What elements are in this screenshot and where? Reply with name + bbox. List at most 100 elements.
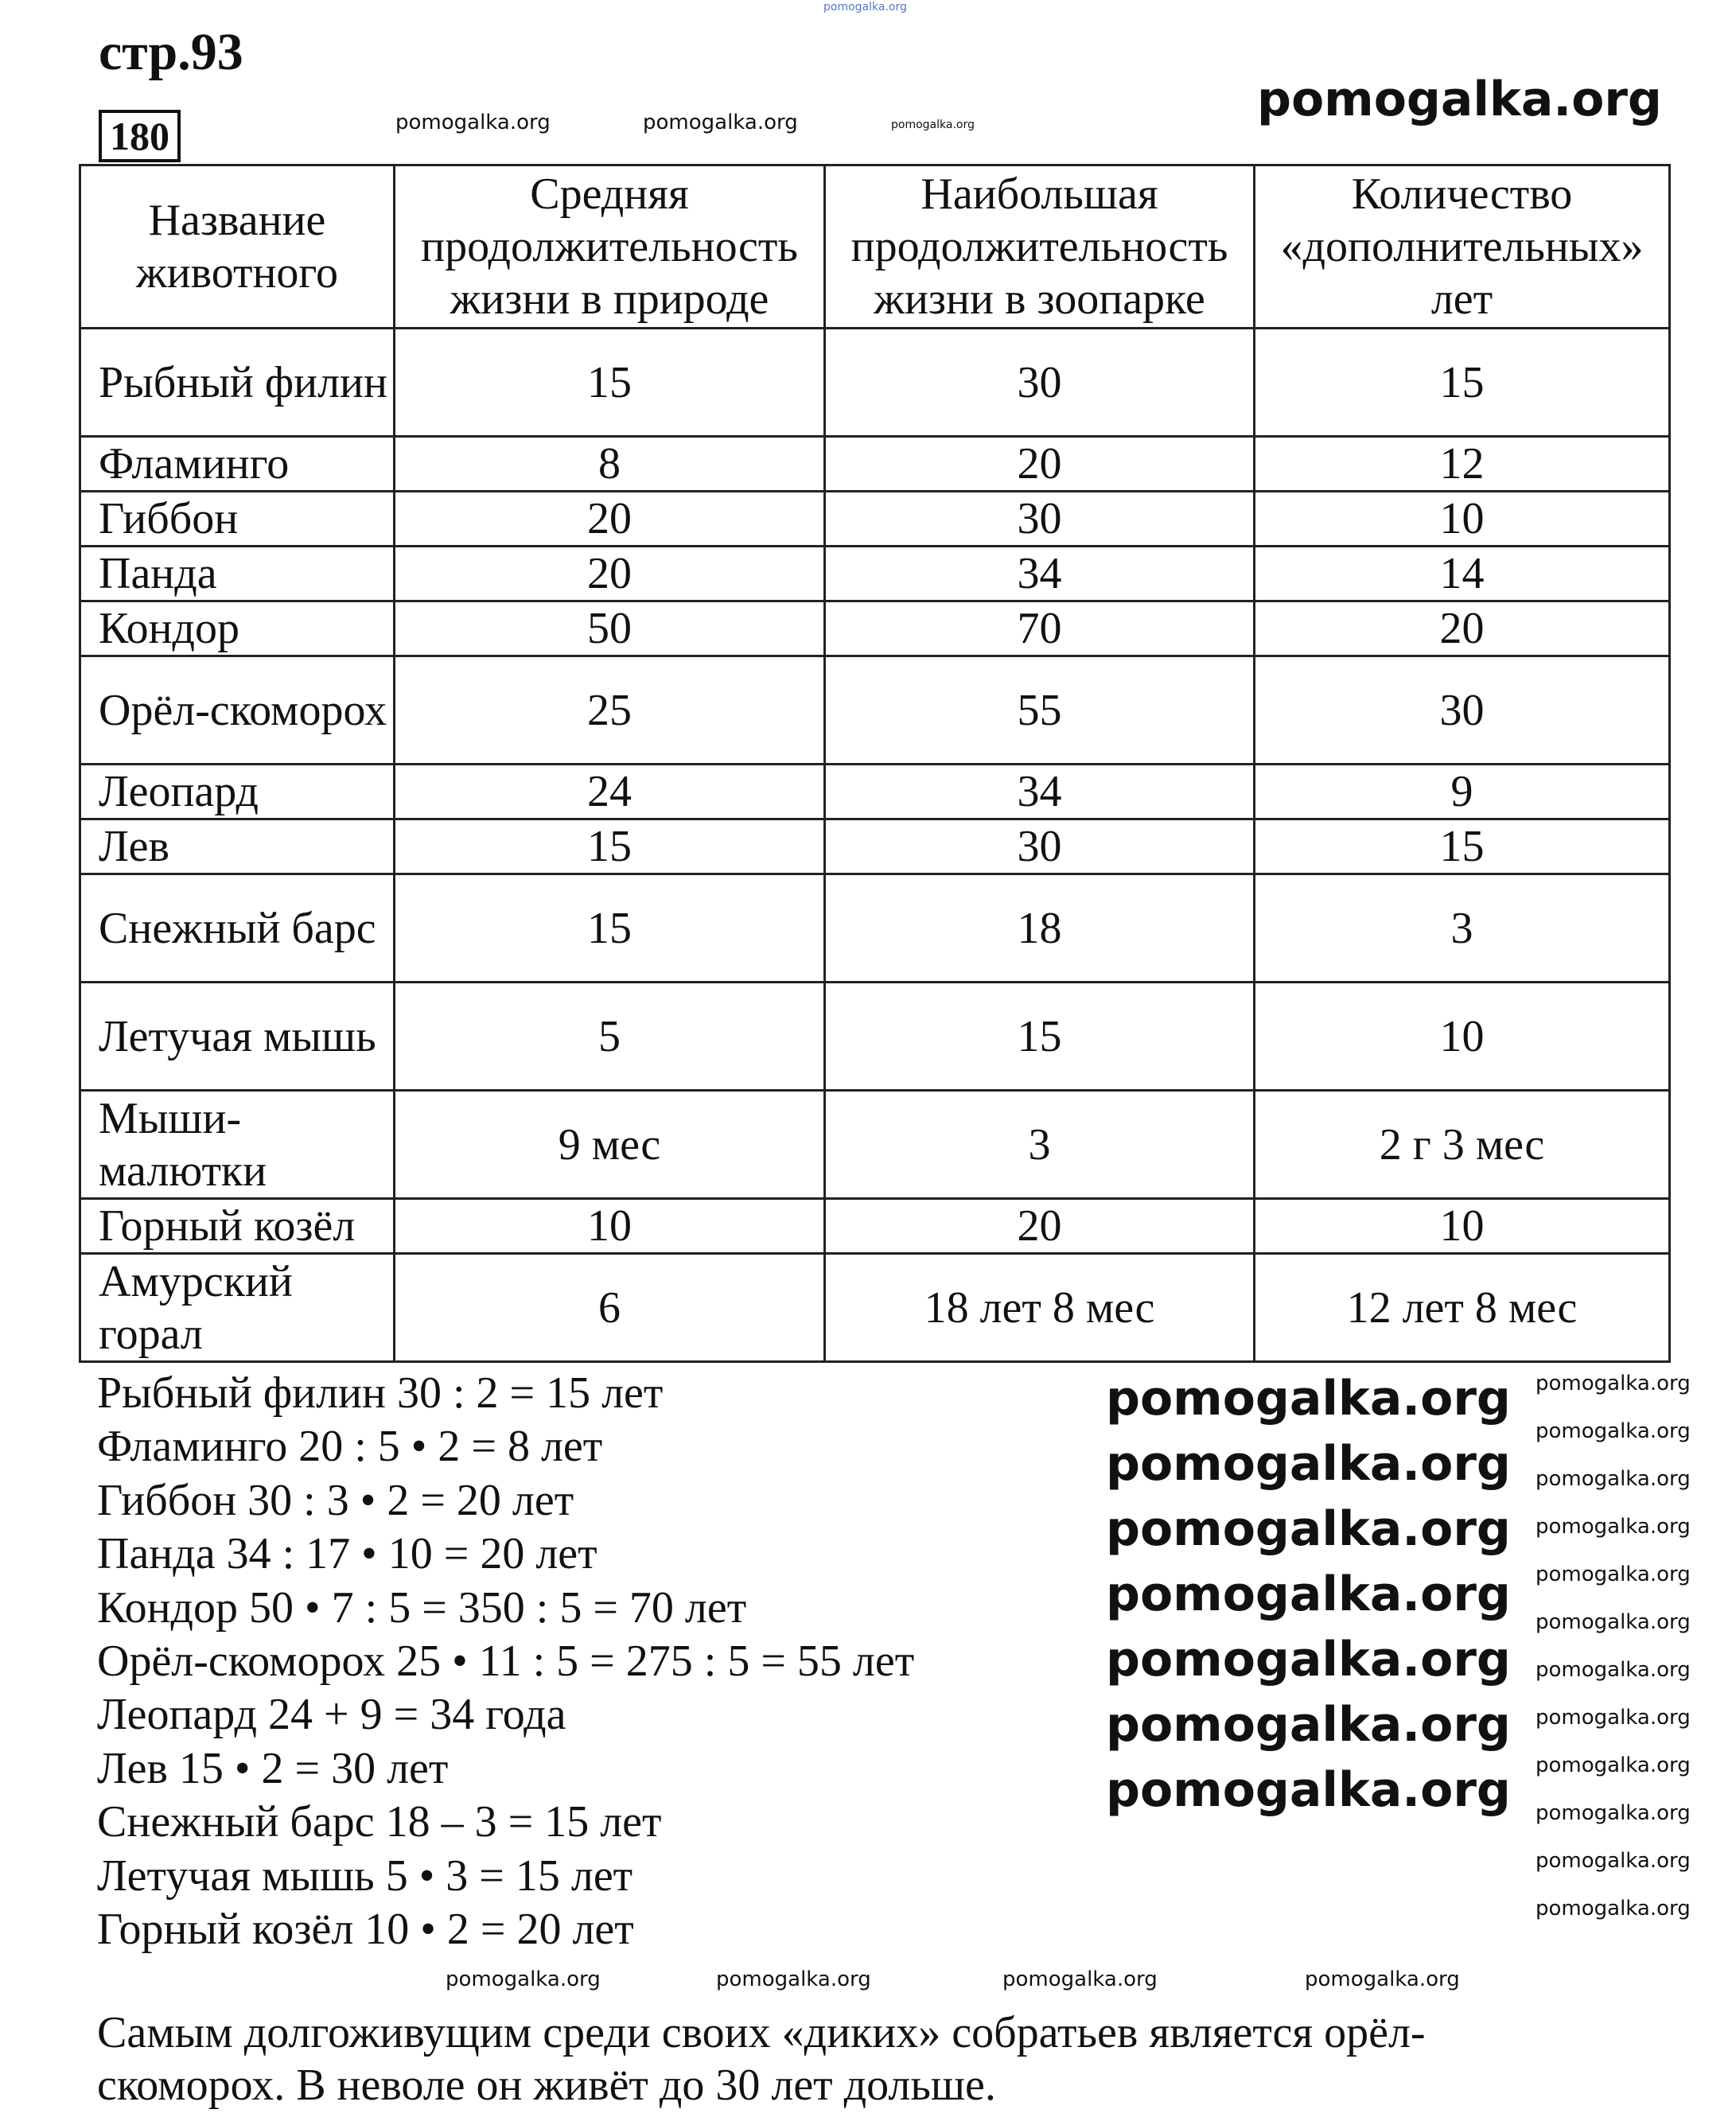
extra-years: 14 [1253, 545, 1671, 602]
animal-name: Фламинго [79, 435, 395, 492]
watermark: pomogalka.org [1536, 1897, 1691, 1921]
calculation-line: Лев 15 • 2 = 30 лет [97, 1743, 449, 1793]
wild-lifespan: 20 [393, 545, 826, 602]
task-number: 180 [99, 110, 181, 162]
extra-years: 3 [1253, 873, 1671, 983]
watermark: pomogalka.org [1106, 1697, 1511, 1753]
extra-years: 10 [1253, 490, 1671, 547]
extra-years: 20 [1253, 600, 1671, 657]
header-animal: Название животного [79, 164, 395, 329]
calculations: Рыбный филин 30 : 2 = 15 лет Фламинго 20 … [97, 1367, 914, 1956]
watermark: pomogalka.org [1536, 1706, 1691, 1730]
table-row: Горный козёл 10 20 10 [79, 1197, 1671, 1255]
zoo-lifespan: 55 [823, 655, 1255, 765]
extra-years: 15 [1253, 327, 1671, 438]
zoo-lifespan: 30 [823, 327, 1255, 438]
watermark: pomogalka.org [1106, 1567, 1511, 1622]
animal-name: Гиббон [79, 490, 395, 547]
wild-lifespan: 15 [393, 327, 826, 438]
calculation-line: Орёл-скоморох 25 • 11 : 5 = 275 : 5 = 55… [97, 1637, 915, 1687]
extra-years: 12 [1253, 435, 1671, 492]
watermark: pomogalka.org [1536, 1610, 1691, 1634]
animal-name: Лев [79, 818, 395, 875]
table-row: Рыбный филин 15 30 15 [79, 327, 1671, 438]
watermark: pomogalka.org [395, 111, 551, 134]
zoo-lifespan: 18 лет 8 мес [823, 1252, 1255, 1363]
table-row: Фламинго 8 20 12 [79, 435, 1671, 492]
watermark: pomogalka.org [446, 1967, 601, 1991]
zoo-lifespan: 20 [823, 1197, 1255, 1255]
table-row: Леопард 24 34 9 [79, 763, 1671, 820]
watermark: pomogalka.org [1106, 1371, 1511, 1426]
calculation-line: Летучая мышь 5 • 3 = 15 лет [97, 1851, 633, 1901]
watermark: pomogalka.org [1536, 1801, 1691, 1825]
table-row: Летучая мышь 5 15 10 [79, 981, 1671, 1092]
watermark: pomogalka.org [716, 1967, 871, 1991]
wild-lifespan: 15 [393, 818, 826, 875]
animal-name: Снежный барс [79, 873, 395, 983]
watermark: pomogalka.org [823, 1, 907, 14]
calculation-line: Леопард 24 + 9 = 34 года [97, 1690, 566, 1740]
watermark: pomogalka.org [1106, 1436, 1511, 1492]
animal-name: Горный козёл [79, 1197, 395, 1255]
zoo-lifespan: 18 [823, 873, 1255, 983]
zoo-lifespan: 30 [823, 490, 1255, 547]
watermark: pomogalka.org [1257, 72, 1662, 127]
table-row: Мыши-малютки 9 мес 3 2 г 3 мес [79, 1089, 1671, 1200]
extra-years: 9 [1253, 763, 1671, 820]
zoo-lifespan: 3 [823, 1089, 1255, 1200]
animal-name: Мыши-малютки [79, 1089, 395, 1200]
table-row: Лев 15 30 15 [79, 818, 1671, 875]
zoo-lifespan: 34 [823, 763, 1255, 820]
extra-years: 12 лет 8 мес [1253, 1252, 1671, 1363]
extra-years: 30 [1253, 655, 1671, 765]
animal-name: Кондор [79, 600, 395, 657]
table-row: Снежный барс 15 18 3 [79, 873, 1671, 983]
calculation-line: Кондор 50 • 7 : 5 = 350 : 5 = 70 лет [97, 1582, 747, 1633]
calculation-line: Горный козёл 10 • 2 = 20 лет [97, 1905, 634, 1955]
watermark: pomogalka.org [1536, 1658, 1691, 1682]
page-title: стр.93 [99, 23, 243, 81]
watermark: pomogalka.org [1536, 1753, 1691, 1777]
header-extra: Количество «дополнительных» лет [1253, 164, 1671, 329]
wild-lifespan: 20 [393, 490, 826, 547]
zoo-lifespan: 70 [823, 600, 1255, 657]
zoo-lifespan: 20 [823, 435, 1255, 492]
watermark: pomogalka.org [1536, 1419, 1691, 1443]
calculation-line: Панда 34 : 17 • 10 = 20 лет [97, 1529, 597, 1579]
wild-lifespan: 8 [393, 435, 826, 492]
wild-lifespan: 6 [393, 1252, 826, 1363]
extra-years: 10 [1253, 981, 1671, 1092]
watermark: pomogalka.org [1536, 1467, 1691, 1491]
calculation-line: Гиббон 30 : 3 • 2 = 20 лет [97, 1475, 574, 1525]
wild-lifespan: 50 [393, 600, 826, 657]
extra-years: 2 г 3 мес [1253, 1089, 1671, 1200]
extra-years: 10 [1253, 1197, 1671, 1255]
animal-name: Амурский горал [79, 1252, 395, 1363]
watermark: pomogalka.org [1106, 1762, 1511, 1818]
extra-years: 15 [1253, 818, 1671, 875]
wild-lifespan: 25 [393, 655, 826, 765]
calculation-line: Фламинго 20 : 5 • 2 = 8 лет [97, 1422, 603, 1472]
wild-lifespan: 10 [393, 1197, 826, 1255]
watermark: pomogalka.org [1106, 1501, 1511, 1557]
table-header-row: Название животного Средняя продолжительн… [79, 164, 1671, 329]
zoo-lifespan: 34 [823, 545, 1255, 602]
wild-lifespan: 5 [393, 981, 826, 1092]
table-row: Орёл-скоморох 25 55 30 [79, 655, 1671, 765]
watermark: pomogalka.org [1002, 1967, 1158, 1991]
wild-lifespan: 15 [393, 873, 826, 983]
watermark: pomogalka.org [643, 111, 798, 134]
animal-name: Панда [79, 545, 395, 602]
wild-lifespan: 24 [393, 763, 826, 820]
table-row: Кондор 50 70 20 [79, 600, 1671, 657]
animal-name: Рыбный филин [79, 327, 395, 438]
animal-name: Орёл-скоморох [79, 655, 395, 765]
conclusion: Самым долгоживущим среди своих «диких» с… [97, 2008, 1426, 2110]
watermark: pomogalka.org [1536, 1849, 1691, 1873]
lifespan-table: Название животного Средняя продолжительн… [79, 164, 1671, 1363]
calculation-line: Рыбный филин 30 : 2 = 15 лет [97, 1368, 664, 1418]
animal-name: Леопард [79, 763, 395, 820]
header-wild: Средняя продолжительность жизни в природ… [393, 164, 826, 329]
animal-name: Летучая мышь [79, 981, 395, 1092]
